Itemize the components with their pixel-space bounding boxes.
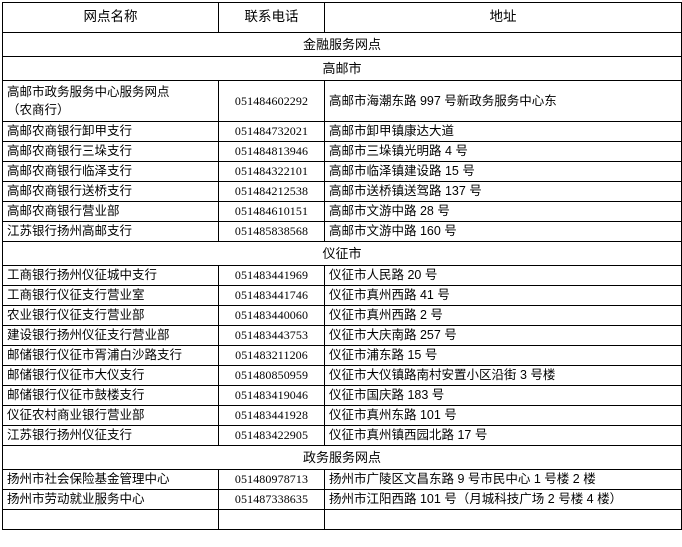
cell-phone: 051483440060 <box>218 305 325 326</box>
table-row: 江苏银行扬州仪征支行 051483422905 仪征市真州镇西园北路 17 号 <box>2 425 682 446</box>
cell-phone: 051483441746 <box>218 285 325 306</box>
section-header-row: 金融服务网点 <box>2 32 682 57</box>
cell-phone: 051484212538 <box>218 181 325 202</box>
cell-phone: 051483441928 <box>218 405 325 426</box>
cell-phone: 051483422905 <box>218 425 325 446</box>
cell-address: 高邮市三垛镇光明路 4 号 <box>324 141 682 162</box>
table-row: 建设银行扬州仪征支行营业部 051483443753 仪征市大庆南路 257 号 <box>2 325 682 346</box>
table-row: 高邮农商银行营业部 051484610151 高邮市文游中路 28 号 <box>2 201 682 222</box>
cell-phone <box>218 509 325 530</box>
table-row: 高邮农商银行卸甲支行 051484732021 高邮市卸甲镇康达大道 <box>2 121 682 142</box>
cell-address: 仪征市大仪镇路南村安置小区沿街 3 号楼 <box>324 365 682 386</box>
cell-address: 仪征市人民路 20 号 <box>324 265 682 286</box>
section-header-row: 政务服务网点 <box>2 445 682 470</box>
cell-phone: 051480850959 <box>218 365 325 386</box>
cell-phone: 051484732021 <box>218 121 325 142</box>
cell-branch-name: 高邮农商银行临泽支行 <box>2 161 219 182</box>
column-header-address: 地址 <box>324 2 682 33</box>
cell-branch-name: 工商银行仪征支行营业室 <box>2 285 219 306</box>
subsection-header-row: 仪征市 <box>2 241 682 266</box>
cell-phone: 051484602292 <box>218 80 325 122</box>
cell-phone: 051487338635 <box>218 489 325 510</box>
cell-address: 仪征市真州西路 2 号 <box>324 305 682 326</box>
cell-address: 高邮市临泽镇建设路 15 号 <box>324 161 682 182</box>
cell-address: 高邮市卸甲镇康达大道 <box>324 121 682 142</box>
table-row: 扬州市劳动就业服务中心 051487338635 扬州市江阳西路 101 号（月城科… <box>2 489 682 510</box>
cell-address: 仪征市真州西路 41 号 <box>324 285 682 306</box>
subsection-header-row-label: 仪征市 <box>2 241 682 266</box>
subsection-header-row: 高邮市 <box>2 56 682 81</box>
cell-address: 仪征市真州镇西园北路 17 号 <box>324 425 682 446</box>
table-row: 工商银行扬州仪征城中支行 051483441969 仪征市人民路 20 号 <box>2 265 682 286</box>
table-row: 江苏银行扬州高邮支行 051485838568 高邮市文游中路 160 号 <box>2 221 682 242</box>
cell-phone: 051484813946 <box>218 141 325 162</box>
cell-branch-name: 高邮市政务服务中心服务网点 （农商行） <box>2 80 219 122</box>
cell-branch-name: 高邮农商银行营业部 <box>2 201 219 222</box>
cell-phone: 051483443753 <box>218 325 325 346</box>
cell-branch-name: 江苏银行扬州仪征支行 <box>2 425 219 446</box>
cell-address: 仪征市浦东路 15 号 <box>324 345 682 366</box>
table-row: 农业银行仪征支行营业部 051483440060 仪征市真州西路 2 号 <box>2 305 682 326</box>
cell-phone: 051483419046 <box>218 385 325 406</box>
table-header-row: 网点名称 联系电话 地址 <box>2 2 682 33</box>
table-row: 仪征农村商业银行营业部 051483441928 仪征市真州东路 101 号 <box>2 405 682 426</box>
table-row: 高邮农商银行送桥支行 051484212538 高邮市送桥镇送驾路 137 号 <box>2 181 682 202</box>
section-header-row-label: 政务服务网点 <box>2 445 682 470</box>
cell-phone: 051483441969 <box>218 265 325 286</box>
table-row: 邮储银行仪征市大仪支行 051480850959 仪征市大仪镇路南村安置小区沿街 3… <box>2 365 682 386</box>
branch-directory-table: 网点名称 联系电话 地址 金融服务网点 高邮市 高邮市政务服务中心服务网点 （农商行）… <box>2 2 682 530</box>
cell-address: 仪征市真州东路 101 号 <box>324 405 682 426</box>
column-header-name: 网点名称 <box>2 2 219 33</box>
cell-address: 高邮市送桥镇送驾路 137 号 <box>324 181 682 202</box>
cell-phone: 051485838568 <box>218 221 325 242</box>
cell-branch-name: 扬州市社会保险基金管理中心 <box>2 469 219 490</box>
cell-branch-name: 仪征农村商业银行营业部 <box>2 405 219 426</box>
cell-address: 高邮市文游中路 28 号 <box>324 201 682 222</box>
cell-branch-name: 建设银行扬州仪征支行营业部 <box>2 325 219 346</box>
cell-address: 高邮市海潮东路 997 号新政务服务中心东 <box>324 80 682 122</box>
table-row: 高邮农商银行三垛支行 051484813946 高邮市三垛镇光明路 4 号 <box>2 141 682 162</box>
cell-branch-name: 工商银行扬州仪征城中支行 <box>2 265 219 286</box>
table-row <box>2 509 682 530</box>
cell-branch-name: 邮储银行仪征市大仪支行 <box>2 365 219 386</box>
cell-branch-name: 江苏银行扬州高邮支行 <box>2 221 219 242</box>
column-header-phone: 联系电话 <box>218 2 325 33</box>
table-row: 扬州市社会保险基金管理中心 051480978713 扬州市广陵区文昌东路 9 号市… <box>2 469 682 490</box>
cell-branch-name <box>2 509 219 530</box>
table-row: 邮储银行仪征市胥浦白沙路支行 051483211206 仪征市浦东路 15 号 <box>2 345 682 366</box>
cell-address <box>324 509 682 530</box>
cell-address: 扬州市广陵区文昌东路 9 号市民中心 1 号楼 2 楼 <box>324 469 682 490</box>
cell-address: 仪征市国庆路 183 号 <box>324 385 682 406</box>
cell-branch-name: 农业银行仪征支行营业部 <box>2 305 219 326</box>
cell-phone: 051484322101 <box>218 161 325 182</box>
cell-phone: 051483211206 <box>218 345 325 366</box>
cell-branch-name: 扬州市劳动就业服务中心 <box>2 489 219 510</box>
section-header-row-label: 金融服务网点 <box>2 32 682 57</box>
cell-branch-name: 邮储银行仪征市胥浦白沙路支行 <box>2 345 219 366</box>
cell-address: 高邮市文游中路 160 号 <box>324 221 682 242</box>
cell-address: 仪征市大庆南路 257 号 <box>324 325 682 346</box>
cell-phone: 051480978713 <box>218 469 325 490</box>
cell-phone: 051484610151 <box>218 201 325 222</box>
table-row: 邮储银行仪征市鼓楼支行 051483419046 仪征市国庆路 183 号 <box>2 385 682 406</box>
cell-address: 扬州市江阳西路 101 号（月城科技广场 2 号楼 4 楼） <box>324 489 682 510</box>
cell-branch-name: 邮储银行仪征市鼓楼支行 <box>2 385 219 406</box>
table-row: 工商银行仪征支行营业室 051483441746 仪征市真州西路 41 号 <box>2 285 682 306</box>
cell-branch-name: 高邮农商银行卸甲支行 <box>2 121 219 142</box>
subsection-header-row-label: 高邮市 <box>2 56 682 81</box>
table-row: 高邮农商银行临泽支行 051484322101 高邮市临泽镇建设路 15 号 <box>2 161 682 182</box>
table-body: 网点名称 联系电话 地址 金融服务网点 高邮市 高邮市政务服务中心服务网点 （农商行）… <box>2 2 682 530</box>
table-row: 高邮市政务服务中心服务网点 （农商行） 051484602292 高邮市海潮东路 99… <box>2 80 682 122</box>
cell-branch-name: 高邮农商银行送桥支行 <box>2 181 219 202</box>
cell-branch-name: 高邮农商银行三垛支行 <box>2 141 219 162</box>
